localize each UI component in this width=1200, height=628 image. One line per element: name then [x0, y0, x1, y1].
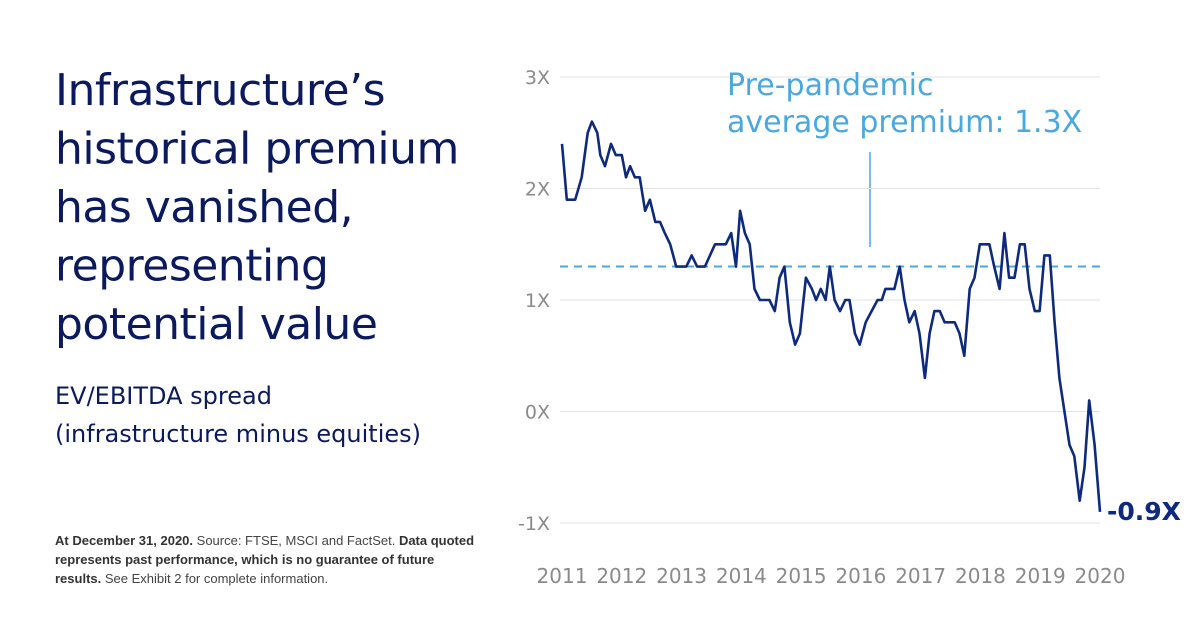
y-tick-label: 1X	[525, 290, 550, 312]
footnote-segment: Source: FTSE, MSCI and FactSet.	[193, 533, 399, 548]
x-tick-label: 2013	[656, 564, 707, 588]
x-tick-label: 2016	[835, 564, 886, 588]
reference-label: average premium: 1.3X	[727, 105, 1082, 140]
footnote-segment: Data quoted represents past performance,…	[55, 533, 475, 586]
data-line	[560, 120, 1102, 513]
footnote: At December 31, 2020. Source: FTSE, MSCI…	[55, 531, 475, 588]
x-tick-label: 2020	[1075, 564, 1126, 588]
end-label: -0.9X	[1107, 497, 1181, 526]
x-tick-label: 2018	[955, 564, 1006, 588]
x-tick-label: 2015	[776, 564, 827, 588]
x-tick-label: 2019	[1015, 564, 1066, 588]
y-tick-label: -1X	[518, 513, 550, 535]
title-line: potential value	[55, 299, 377, 350]
y-tick-label: 2X	[525, 179, 550, 201]
y-tick-label: 3X	[525, 67, 550, 89]
footnote-segment: At December 31, 2020.	[55, 533, 194, 548]
y-tick-label: 0X	[525, 402, 550, 424]
footnote-segment: See Exhibit 2 for complete information.	[101, 571, 329, 586]
title-line: historical premium	[55, 124, 459, 175]
x-tick-label: 2011	[537, 564, 588, 588]
title-line: has vanished,	[55, 182, 353, 233]
subtitle-line: EV/EBITDA spread	[55, 382, 272, 410]
reference-label: Pre-pandemic	[727, 68, 934, 103]
subtitle-line: (infrastructure minus equities)	[55, 420, 421, 448]
title-line: representing	[55, 241, 329, 292]
x-tick-label: 2014	[716, 564, 767, 588]
title-line: Infrastructure’s	[55, 65, 385, 116]
x-tick-label: 2012	[596, 564, 647, 588]
x-tick-label: 2017	[895, 564, 946, 588]
